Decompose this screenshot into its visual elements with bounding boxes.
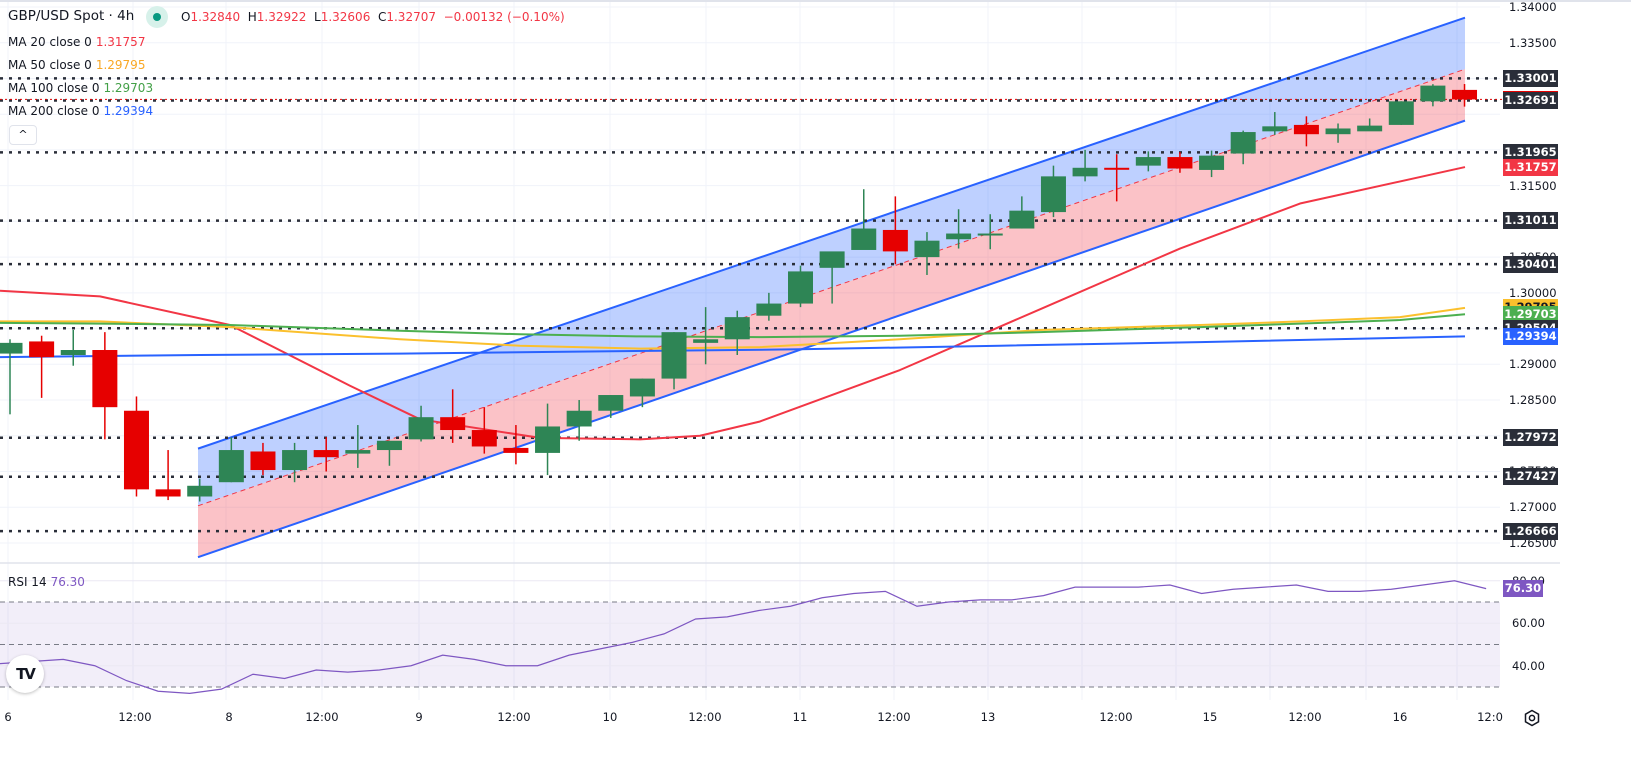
indicator-label: MA 200 close 0	[8, 104, 100, 118]
price-tag-level: 1.26666	[1503, 522, 1558, 540]
indicator-ma100[interactable]: MA 100 close 0 1.29703	[8, 81, 153, 95]
settings-gear-icon[interactable]	[1523, 709, 1541, 727]
high-label: H	[247, 10, 257, 24]
symbol-title: GBP/USD Spot · 4h	[8, 8, 135, 24]
time-tick: 13	[980, 710, 996, 724]
indicator-value: 1.29394	[103, 104, 154, 118]
price-tag-level: 1.33001	[1503, 69, 1558, 87]
time-tick: 16	[1392, 710, 1408, 724]
rsi-tick: 40.00	[1512, 658, 1545, 673]
indicator-ma200[interactable]: MA 200 close 0 1.29394	[8, 104, 153, 118]
indicator-ma50[interactable]: MA 50 close 0 1.29795	[8, 58, 145, 72]
close-label: C	[377, 10, 387, 24]
low-label: L	[314, 10, 321, 24]
time-tick: 12:00	[877, 710, 911, 724]
indicator-label: MA 100 close 0	[8, 81, 100, 95]
rsi-value-tag: 76.30	[1503, 580, 1543, 598]
time-tick: 9	[415, 710, 423, 724]
collapse-legend-button[interactable]: ^	[9, 125, 37, 145]
time-tick: 12:00	[1099, 710, 1133, 724]
time-tick: 12:00	[1288, 710, 1322, 724]
price-tag-level: 1.27427	[1503, 468, 1558, 486]
price-tick: 1.28500	[1509, 393, 1557, 408]
time-tick: 10	[602, 710, 618, 724]
price-tag-level: 1.27972	[1503, 429, 1558, 447]
change-value: −0.00132 (−0.10%)	[443, 10, 565, 24]
open-label: O	[181, 10, 191, 24]
open-value: 1.32840	[190, 10, 241, 24]
price-tag-ma100: 1.29703	[1503, 305, 1558, 323]
high-value: 1.32922	[256, 10, 307, 24]
time-tick: 12:00	[305, 710, 339, 724]
indicator-value: 1.31757	[95, 35, 146, 49]
ohlc-values: O1.32840 H1.32922 L1.32606 C1.32707 −0.0…	[181, 10, 565, 24]
indicator-value: 1.29795	[95, 58, 146, 72]
indicator-rsi[interactable]: RSI 14 76.30	[8, 575, 85, 589]
indicator-value: 76.30	[50, 575, 85, 589]
price-tag-ma20: 1.31757	[1503, 158, 1558, 176]
time-tick: 12:0	[1477, 710, 1503, 724]
rsi-tick: 60.00	[1512, 616, 1545, 631]
chevron-up-icon: ^	[18, 128, 28, 141]
time-tick: 12:00	[497, 710, 531, 724]
time-tick: 12:00	[688, 710, 722, 724]
tradingview-logo-icon[interactable]: TV	[6, 655, 44, 693]
time-tick: 11	[792, 710, 808, 724]
time-tick: 8	[225, 710, 233, 724]
price-tag-level: 1.30401	[1503, 255, 1558, 273]
price-tick: 1.30000	[1509, 285, 1557, 300]
low-value: 1.32606	[320, 10, 371, 24]
price-tick: 1.29000	[1509, 357, 1557, 372]
indicator-ma20[interactable]: MA 20 close 0 1.31757	[8, 35, 145, 49]
time-tick: 12:00	[118, 710, 152, 724]
close-value: 1.32707	[386, 10, 436, 24]
market-status-icon[interactable]	[146, 6, 168, 28]
time-tick: 15	[1202, 710, 1218, 724]
price-tick: 1.27000	[1509, 500, 1557, 515]
price-tag-level: 1.31011	[1503, 212, 1558, 230]
price-tag-level: 1.31965	[1503, 143, 1558, 161]
indicator-label: RSI 14	[8, 575, 47, 589]
chart-legend-title: GBP/USD Spot · 4h	[8, 8, 134, 24]
indicator-label: MA 20 close 0	[8, 35, 92, 49]
indicator-value: 1.29703	[103, 81, 154, 95]
price-tick: 1.31500	[1509, 178, 1557, 193]
price-tag-ma200: 1.29394	[1503, 327, 1558, 345]
price-tick: 1.33500	[1509, 35, 1557, 50]
price-tag-level: 1.32691	[1503, 92, 1558, 110]
time-tick: 6	[4, 710, 12, 724]
price-tick: 1.34000	[1509, 0, 1557, 14]
indicator-label: MA 50 close 0	[8, 58, 92, 72]
